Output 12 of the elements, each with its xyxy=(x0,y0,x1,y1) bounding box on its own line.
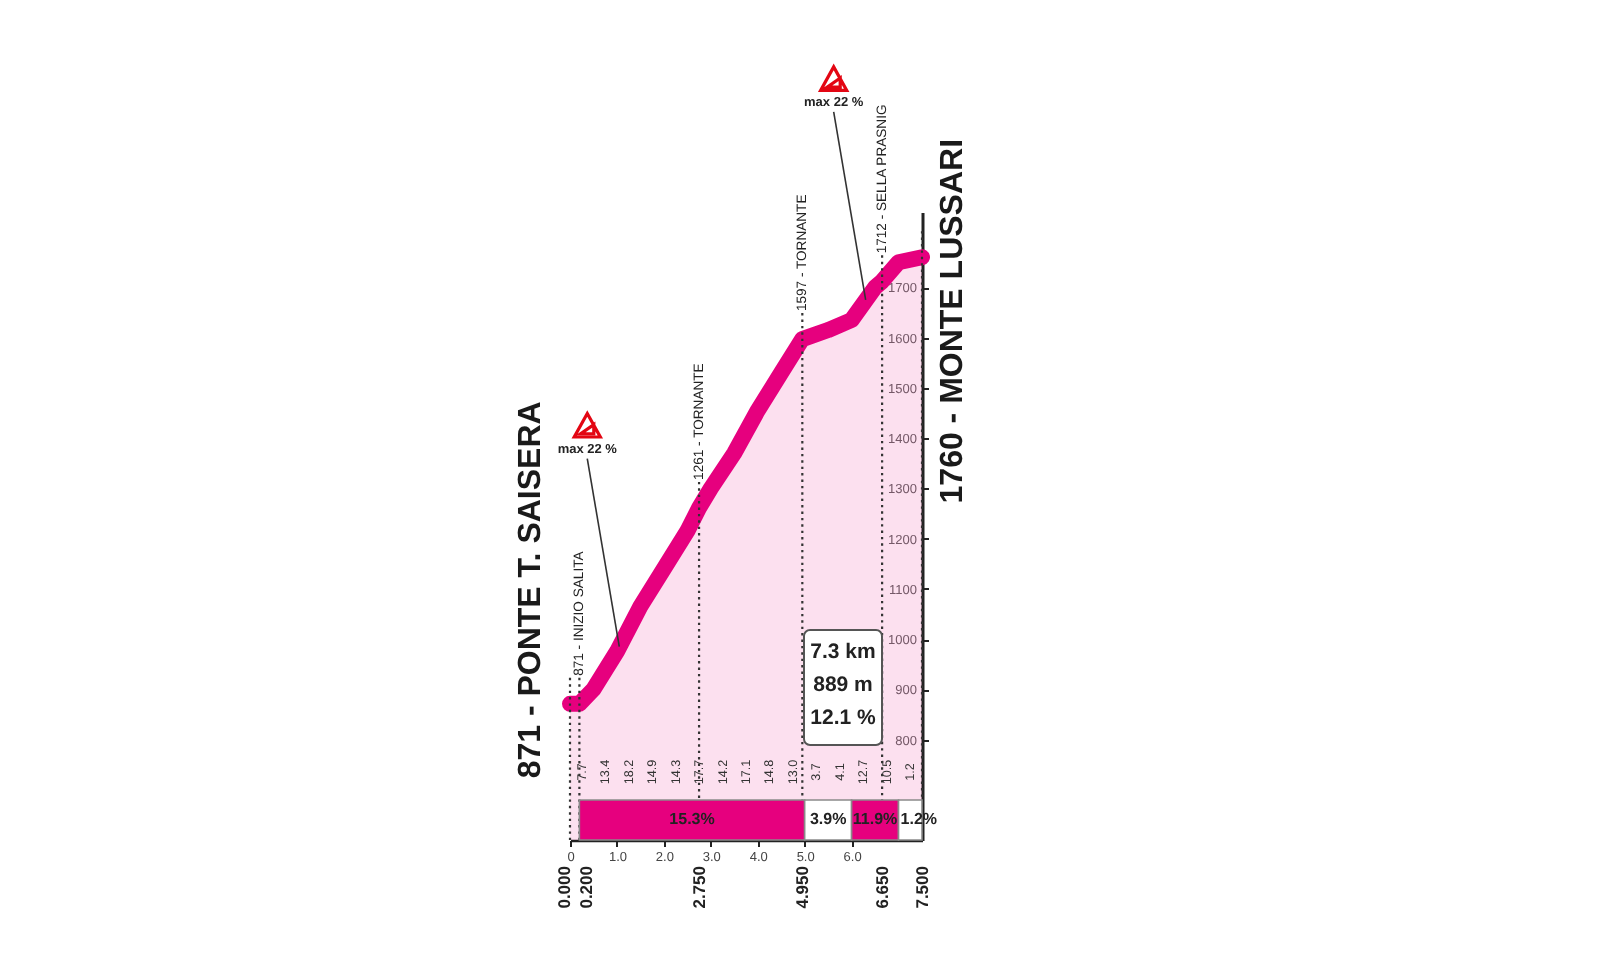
annotation: 1760 - MONTE LUSSARI xyxy=(936,138,970,504)
ref-line-label: 2.750 xyxy=(689,865,710,909)
ref-line-label: 7.500 xyxy=(912,865,932,909)
band-label: 15.3% xyxy=(669,810,715,828)
ref-line-label: 0.200 xyxy=(575,865,596,909)
ref-line-label: 6.650 xyxy=(872,865,893,909)
band-label: 11.9% xyxy=(852,810,898,828)
annotation: 7.3 km 889 m 12.1 % xyxy=(810,640,877,730)
ref-line-label: 0.000 xyxy=(553,865,574,909)
band-label: 3.9% xyxy=(809,810,847,828)
ref-line-label: 4.950 xyxy=(792,865,813,909)
annotation: 871 - PONTE T. SAISERA xyxy=(514,400,548,779)
